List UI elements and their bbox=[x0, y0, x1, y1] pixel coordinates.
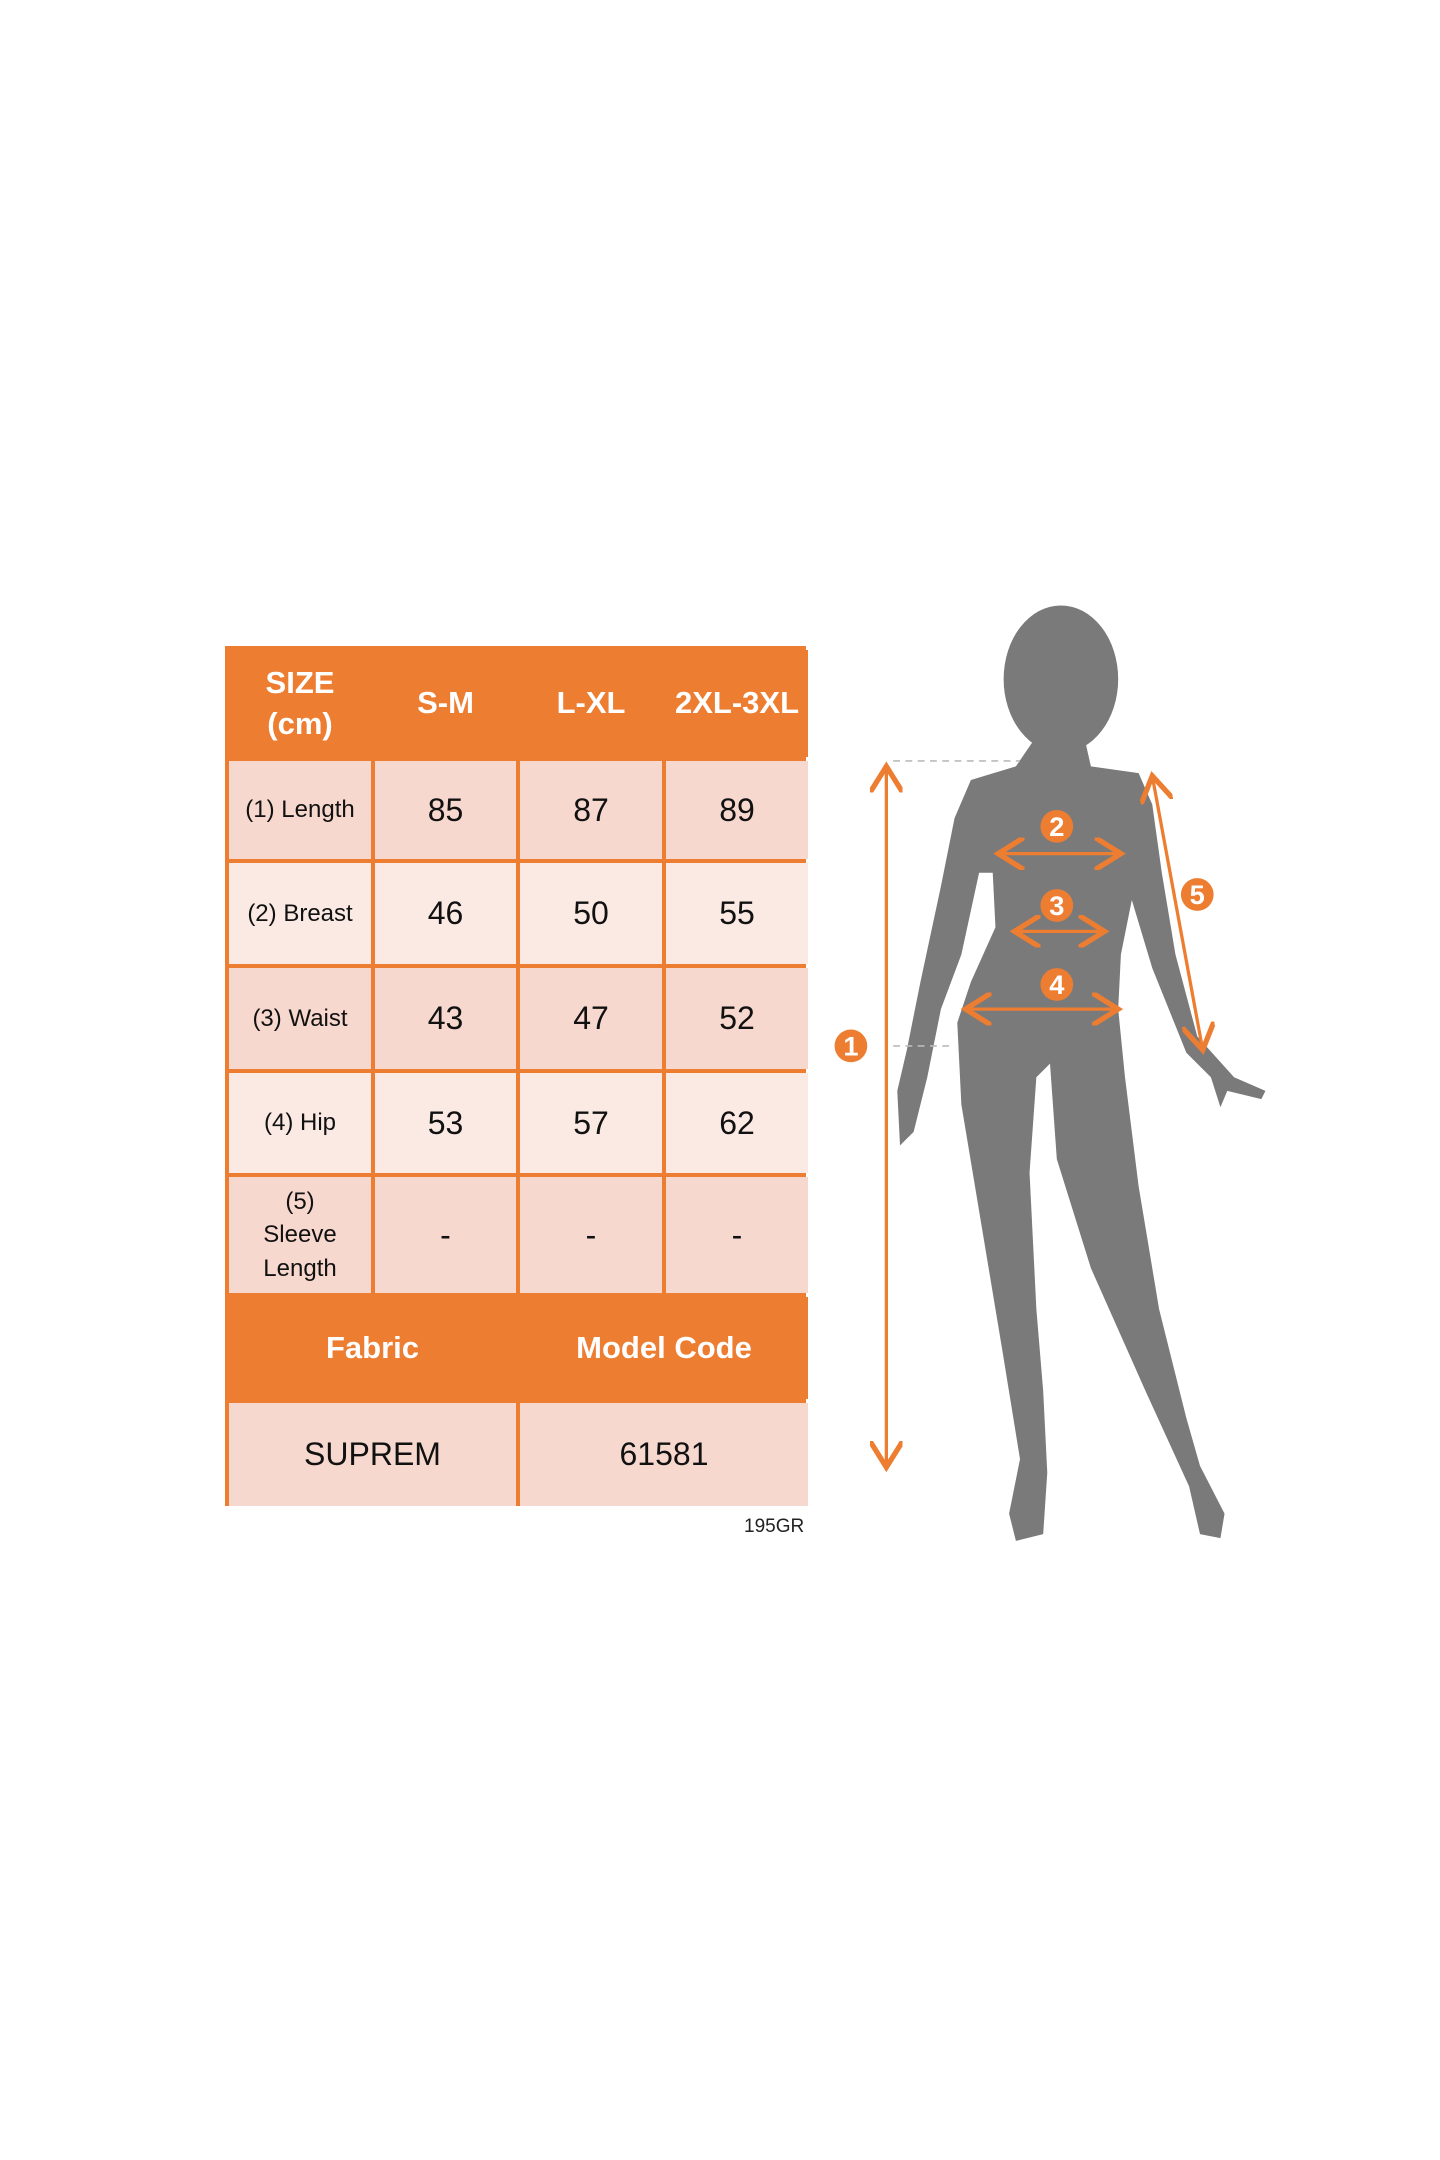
header-l-xl: L-XL bbox=[520, 650, 662, 757]
svg-text:2: 2 bbox=[1049, 811, 1064, 842]
table-cell: 52 bbox=[666, 968, 808, 1069]
table-cell: 53 bbox=[375, 1073, 516, 1173]
product-code-label: 195GR bbox=[744, 1516, 805, 1537]
table-cell: 43 bbox=[375, 968, 516, 1069]
table-cell: - bbox=[520, 1177, 662, 1293]
svg-text:1: 1 bbox=[843, 1030, 858, 1061]
silhouette bbox=[897, 605, 1266, 1541]
table-cell: 62 bbox=[666, 1073, 808, 1173]
sleeve-arrow bbox=[1152, 776, 1202, 1050]
header-size: SIZE (cm) bbox=[229, 650, 371, 757]
header-2xl-3xl: 2XL-3XL bbox=[666, 650, 808, 757]
table-cell: 55 bbox=[666, 863, 808, 964]
row-label-hip: (4) Hip bbox=[229, 1073, 371, 1173]
table-cell: 50 bbox=[520, 863, 662, 964]
table-cell: 87 bbox=[520, 761, 662, 859]
table-cell: - bbox=[375, 1177, 516, 1293]
row-label-sleeve-length: (5) Sleeve Length bbox=[229, 1177, 371, 1293]
row-label-waist: (3) Waist bbox=[229, 968, 371, 1069]
measure-badges: 1 2 3 4 5 bbox=[834, 810, 1214, 1063]
fabric-value: SUPREM bbox=[229, 1403, 516, 1506]
svg-text:5: 5 bbox=[1190, 879, 1205, 910]
svg-text:4: 4 bbox=[1049, 969, 1065, 1000]
size-chart-table: SIZE (cm) S-M L-XL 2XL-3XL (1) Length 85… bbox=[225, 646, 808, 1506]
footer-header-model-code: Model Code bbox=[520, 1297, 808, 1399]
table-cell: 89 bbox=[666, 761, 808, 859]
row-label-length: (1) Length bbox=[229, 761, 371, 859]
table-cell: 85 bbox=[375, 761, 516, 859]
model-code-value: 61581 bbox=[520, 1403, 808, 1506]
header-s-m: S-M bbox=[375, 650, 516, 757]
table-cell: - bbox=[666, 1177, 808, 1293]
footer-header-fabric: Fabric bbox=[229, 1297, 516, 1399]
table-cell: 47 bbox=[520, 968, 662, 1069]
table-cell: 57 bbox=[520, 1073, 662, 1173]
svg-text:3: 3 bbox=[1049, 890, 1064, 921]
row-label-breast: (2) Breast bbox=[229, 863, 371, 964]
table-cell: 46 bbox=[375, 863, 516, 964]
